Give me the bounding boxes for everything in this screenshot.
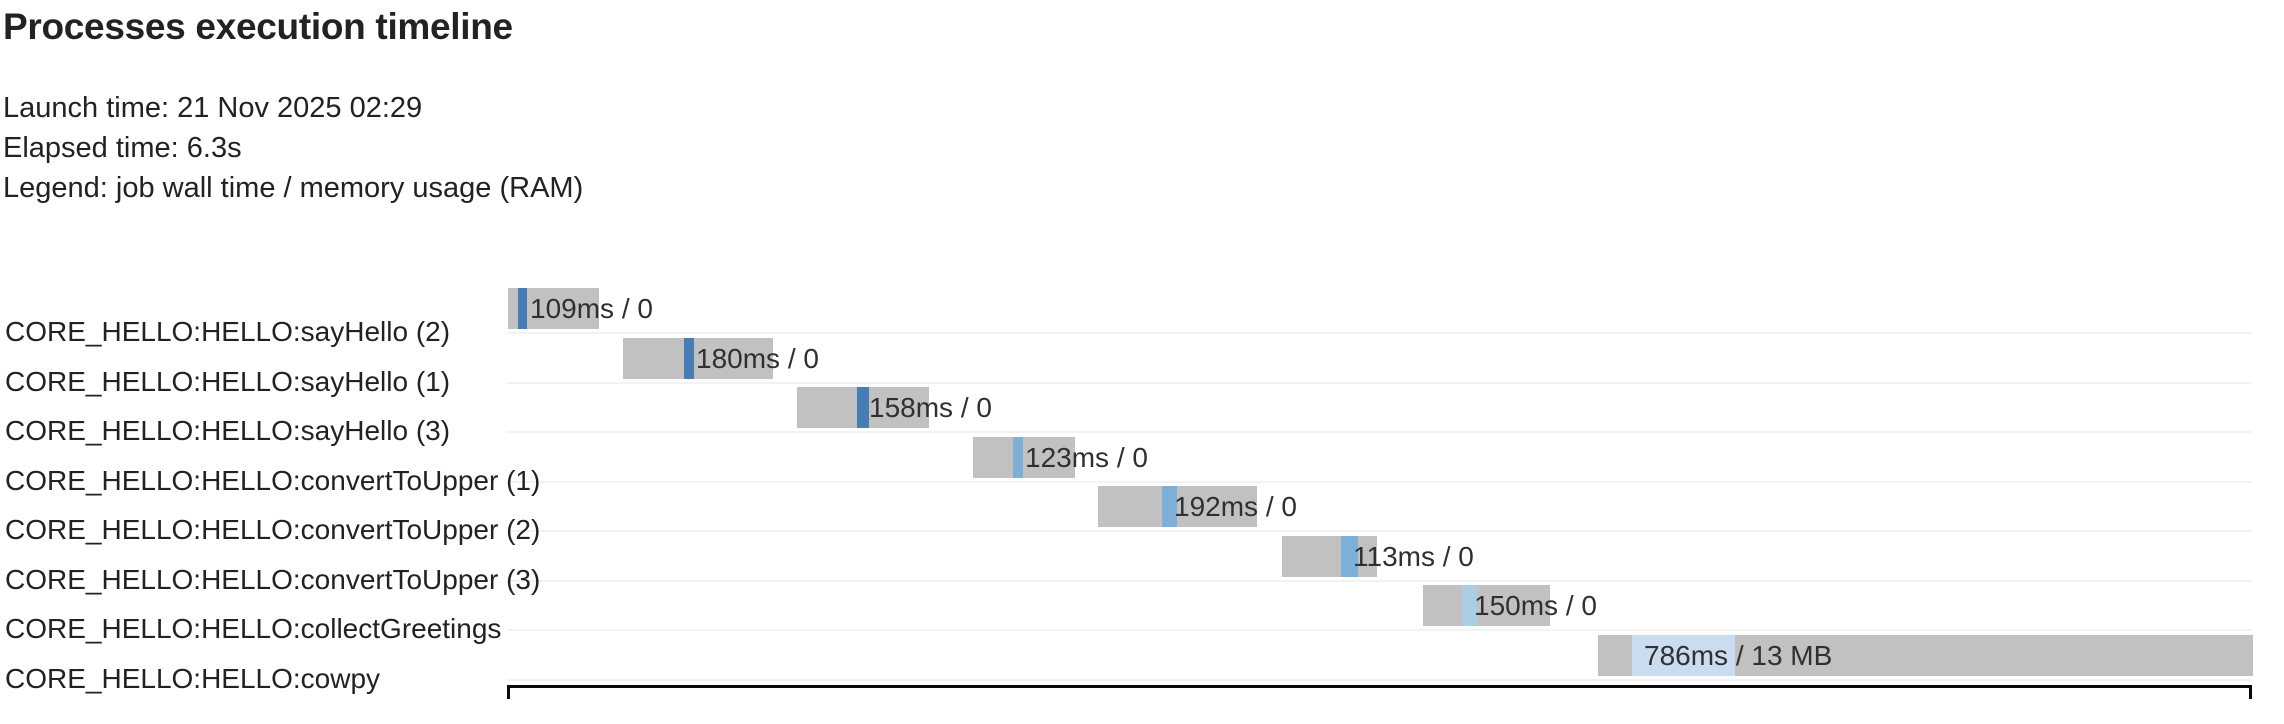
elapsed-time-line: Elapsed time: 6.3s (3, 132, 242, 164)
row-separator (507, 530, 2252, 533)
task-bar-label: 192ms / 0 (1174, 491, 1297, 523)
row-separator (507, 629, 2252, 632)
task-label: CORE_HELLO:HELLO:sayHello (3) (5, 415, 451, 447)
task-bar (1098, 486, 1257, 528)
row-separator (507, 480, 2252, 483)
legend-line: Legend: job wall time / memory usage (RA… (3, 172, 584, 204)
task-label: CORE_HELLO:HELLO:convertToUpper (1) (5, 464, 541, 496)
task-label: CORE_HELLO:HELLO:cowpy (5, 662, 381, 694)
task-bar-label: 109ms / 0 (530, 293, 653, 324)
task-bar-label: 123ms / 0 (1025, 441, 1148, 473)
time-axis-line (507, 685, 2252, 688)
row-separator (507, 678, 2252, 681)
task-bar-label: 113ms / 0 (1353, 540, 1474, 572)
page-title: Processes execution timeline (3, 6, 513, 47)
time-axis-end-tick (2249, 685, 2252, 699)
row-separator (507, 332, 2252, 334)
task-bar-label: 150ms / 0 (1474, 590, 1597, 622)
task-bar-run-segment (1632, 634, 1735, 676)
task-bar-run-segment (857, 387, 869, 429)
task-bar-run-segment (1162, 486, 1177, 528)
task-label: CORE_HELLO:HELLO:convertToUpper (3) (5, 563, 541, 595)
row-separator (507, 381, 2252, 384)
task-bar-label: 786ms / 13 MB (1644, 639, 1833, 671)
task-bar (1282, 535, 1377, 577)
task-bar-run-segment (1013, 436, 1023, 478)
task-bar (1423, 585, 1550, 627)
task-bar-run-segment (1341, 535, 1358, 577)
task-bar-label: 180ms / 0 (696, 342, 819, 374)
row-separator (507, 431, 2252, 434)
task-label: CORE_HELLO:HELLO:sayHello (2) (5, 316, 451, 347)
time-axis-start-tick (507, 685, 510, 699)
row-separator (507, 579, 2252, 582)
task-bar-run-segment (518, 288, 527, 329)
task-bar (973, 436, 1075, 478)
task-bar-run-segment (1462, 585, 1477, 627)
task-label: CORE_HELLO:HELLO:convertToUpper (2) (5, 514, 541, 546)
launch-time-line: Launch time: 21 Nov 2025 02:29 (3, 92, 423, 124)
run-metadata: Launch time: 21 Nov 2025 02:29 Elapsed t… (3, 88, 583, 208)
task-bar-label: 158ms / 0 (869, 392, 992, 424)
task-label: CORE_HELLO:HELLO:sayHello (1) (5, 365, 451, 397)
task-bar-run-segment (684, 337, 694, 379)
task-label: CORE_HELLO:HELLO:collectGreetings (5, 613, 502, 645)
task-bar (623, 337, 773, 379)
